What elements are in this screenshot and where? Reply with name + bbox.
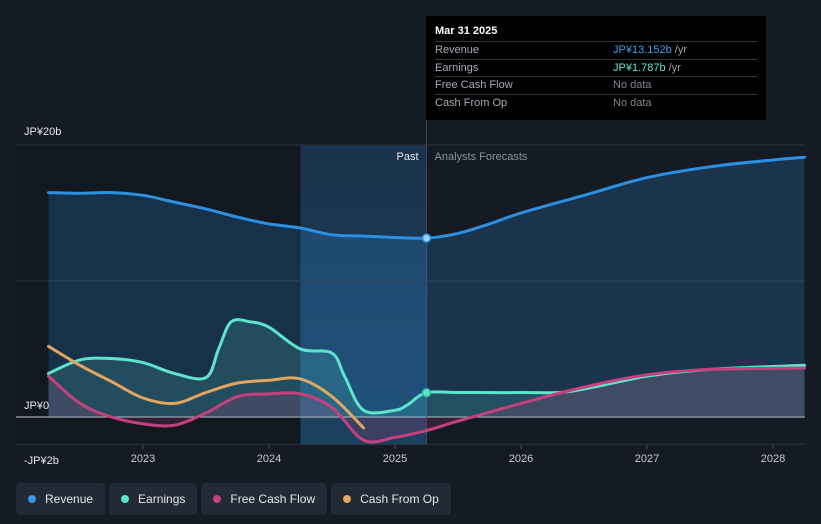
x-tick-label: 2023 — [131, 453, 155, 465]
legend-item-revenue[interactable]: Revenue — [16, 483, 106, 515]
tooltip-row-free-cash-flow: Free Cash Flow No data — [435, 76, 757, 94]
tooltip-value: No data — [613, 79, 652, 91]
legend-item-earnings[interactable]: Earnings — [109, 483, 198, 515]
tooltip-row-revenue: Revenue JP¥13.152b /yr — [435, 41, 757, 59]
tooltip-label: Revenue — [435, 44, 480, 56]
legend-dot-icon — [28, 495, 36, 503]
legend-label: Cash From Op — [360, 492, 439, 506]
x-tick-label: 2025 — [383, 453, 407, 465]
revenue-line — [47, 155, 806, 240]
legend-dot-icon — [343, 495, 352, 503]
x-tick-label: 2024 — [257, 453, 281, 465]
legend-label: Revenue — [45, 492, 94, 506]
legend-dot-icon — [121, 495, 130, 503]
revenue-area — [48, 157, 805, 417]
tooltip-label: Earnings — [435, 61, 479, 74]
tooltip-label: Free Cash Flow — [435, 79, 513, 91]
tooltip-label: Cash From Op — [435, 96, 508, 109]
legend-item-cash-from-op[interactable]: Cash From Op — [331, 483, 451, 515]
legend-label: Earnings — [138, 492, 186, 506]
revenue-point-marker — [421, 233, 432, 243]
tooltip-value: JP¥1.787b — [613, 61, 666, 74]
x-tick-label: 2028 — [761, 453, 785, 465]
earnings-area — [48, 319, 805, 417]
highlight-band — [300, 145, 427, 445]
forecast-label: Analysts Forecasts — [435, 151, 528, 163]
past-label: Past — [396, 151, 418, 163]
x-tick-label: 2026 — [509, 453, 533, 465]
tooltip-unit: /yr — [668, 61, 681, 74]
y-tick-label: JP¥0 — [24, 400, 49, 412]
tooltip-unit: /yr — [674, 44, 688, 56]
cash-from-op-line — [47, 344, 365, 430]
data-tooltip: Mar 31 2025 Revenue JP¥13.152b /yr Earni… — [426, 16, 766, 120]
x-tick-label: 2027 — [635, 453, 659, 465]
y-tick-label: JP¥20b — [24, 126, 61, 138]
tooltip-row-cash-from-op: Cash From Op No data — [435, 93, 757, 112]
tooltip-row-earnings: Earnings JP¥1.787b /yr — [435, 58, 757, 77]
tooltip-date: Mar 31 2025 — [435, 25, 498, 37]
y-tick-label: -JP¥2b — [24, 455, 59, 467]
earnings-point-marker — [421, 387, 432, 398]
chart-legend: Revenue Earnings Free Cash Flow Cash Fro… — [16, 483, 451, 515]
free-cash-flow-line — [47, 366, 806, 444]
legend-dot-icon — [213, 495, 222, 503]
free-cash-flow-area — [48, 368, 805, 443]
tooltip-value: JP¥13.152b — [613, 44, 672, 56]
legend-item-free-cash-flow[interactable]: Free Cash Flow — [201, 483, 328, 515]
legend-label: Free Cash Flow — [230, 492, 316, 506]
tooltip-value: No data — [613, 96, 652, 109]
earnings-line — [47, 318, 806, 415]
